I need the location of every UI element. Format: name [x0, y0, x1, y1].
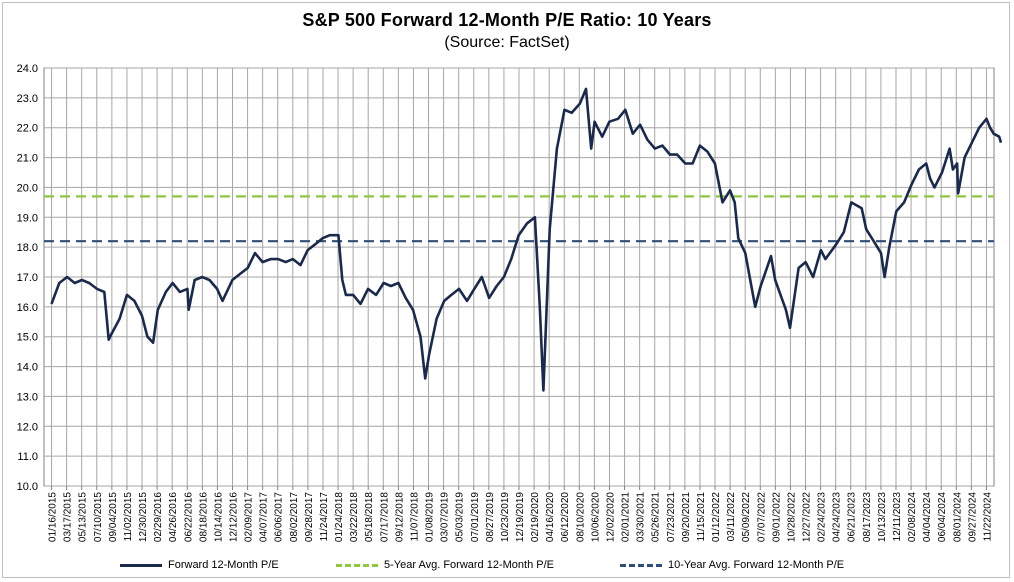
- x-tick-label: 08/01/2024: [952, 492, 963, 542]
- y-tick-label: 23.0: [17, 93, 38, 105]
- x-tick-label: 07/07/2022: [756, 492, 767, 542]
- y-tick-label: 21.0: [17, 153, 38, 165]
- chart-title: S&P 500 Forward 12-Month P/E Ratio: 10 Y…: [302, 10, 712, 30]
- legend-label-5yr-avg: 5-Year Avg. Forward 12-Month P/E: [384, 559, 554, 571]
- x-tick-label: 02/09/2017: [244, 492, 255, 542]
- x-tick-label: 11/24/2017: [319, 492, 330, 542]
- x-tick-label: 01/16/2015: [48, 492, 59, 542]
- legend-swatch-forward-pe: [120, 563, 162, 567]
- x-tick-label: 09/28/2017: [304, 492, 315, 542]
- x-tick-label: 09/27/2024: [967, 492, 978, 542]
- y-tick-label: 24.0: [17, 63, 38, 75]
- y-axis-ticks: 10.0 11.0 12.0 13.0 14.0 15.0 16.0 17.0 18.0 19.0…: [17, 63, 38, 493]
- x-axis-ticks: 01/16/2015 03/17/2015 05/13/2015 07/10/2015…: [48, 492, 994, 542]
- x-tick-label: 06/12/2020: [560, 492, 571, 542]
- x-tick-label: 03/17/2015: [63, 492, 74, 542]
- y-tick-label: 13.0: [17, 391, 38, 403]
- x-tick-label: 08/02/2017: [289, 492, 300, 542]
- y-tick-label: 17.0: [17, 272, 38, 284]
- x-tick-label: 04/24/2023: [832, 492, 843, 542]
- x-tick-label: 11/02/2015: [123, 492, 134, 542]
- x-tick-label: 11/22/2024: [982, 492, 993, 542]
- x-tick-label: 09/12/2018: [394, 492, 405, 542]
- x-tick-label: 12/19/2019: [515, 492, 526, 542]
- y-tick-label: 16.0: [17, 302, 38, 314]
- x-tick-label: 10/13/2023: [877, 492, 888, 542]
- y-tick-label: 19.0: [17, 212, 38, 224]
- x-tick-label: 08/10/2020: [575, 492, 586, 542]
- y-tick-label: 22.0: [17, 123, 38, 135]
- x-tick-label: 12/30/2015: [138, 492, 149, 542]
- x-tick-label: 01/08/2019: [425, 492, 436, 542]
- y-tick-label: 20.0: [17, 182, 38, 194]
- x-tick-label: 08/27/2019: [485, 492, 496, 542]
- x-tick-label: 07/23/2021: [666, 492, 677, 542]
- legend-label-forward-pe: Forward 12-Month P/E: [168, 559, 279, 571]
- x-tick-label: 08/18/2016: [198, 492, 209, 542]
- gridlines: [43, 67, 995, 490]
- x-tick-label: 03/11/2022: [726, 492, 737, 542]
- legend-swatch-10yr-avg: [620, 563, 662, 567]
- x-tick-label: 03/30/2021: [636, 492, 647, 542]
- x-tick-label: 06/21/2023: [847, 492, 858, 542]
- x-tick-label: 03/07/2019: [440, 492, 451, 542]
- x-tick-label: 11/15/2021: [696, 492, 707, 542]
- x-tick-label: 08/17/2023: [862, 492, 873, 542]
- x-tick-label: 04/07/2017: [259, 492, 270, 542]
- chart-subtitle: (Source: FactSet): [444, 34, 570, 51]
- x-tick-label: 04/16/2020: [545, 492, 556, 542]
- x-tick-label: 12/11/2023: [892, 492, 903, 542]
- series-line-forward-pe: [50, 87, 1003, 392]
- legend-item-forward-pe: Forward 12-Month P/E: [120, 556, 279, 574]
- y-tick-label: 12.0: [17, 421, 38, 433]
- x-tick-label: 01/12/2022: [711, 492, 722, 542]
- legend: Forward 12-Month P/E 5-Year Avg. Forward…: [0, 556, 1014, 574]
- x-tick-label: 10/06/2020: [590, 492, 601, 542]
- x-tick-label: 01/24/2018: [334, 492, 345, 542]
- y-tick-label: 11.0: [17, 451, 38, 463]
- x-tick-label: 09/20/2021: [681, 492, 692, 542]
- x-tick-label: 10/14/2016: [213, 492, 224, 542]
- x-tick-label: 04/26/2016: [168, 492, 179, 542]
- x-tick-label: 07/10/2015: [93, 492, 104, 542]
- y-tick-label: 18.0: [17, 242, 38, 254]
- x-tick-label: 05/18/2018: [364, 492, 375, 542]
- x-tick-label: 05/03/2019: [455, 492, 466, 542]
- x-tick-label: 02/24/2023: [817, 492, 828, 542]
- x-tick-label: 11/07/2018: [409, 492, 420, 542]
- x-tick-label: 06/04/2024: [937, 492, 948, 542]
- legend-swatch-5yr-avg: [336, 563, 378, 567]
- x-tick-label: 09/04/2015: [108, 492, 119, 542]
- x-tick-label: 02/29/2016: [153, 492, 164, 542]
- x-tick-label: 02/08/2024: [907, 492, 918, 542]
- y-tick-label: 10.0: [17, 481, 38, 493]
- x-tick-label: 05/13/2015: [78, 492, 89, 542]
- x-tick-label: 02/01/2021: [621, 492, 632, 542]
- x-tick-label: 06/06/2017: [274, 492, 285, 542]
- legend-label-10yr-avg: 10-Year Avg. Forward 12-Month P/E: [668, 559, 845, 571]
- x-tick-label: 12/12/2016: [228, 492, 239, 542]
- x-tick-label: 10/23/2019: [500, 492, 511, 542]
- legend-item-10yr-avg: 10-Year Avg. Forward 12-Month P/E: [620, 556, 844, 574]
- legend-item-5yr-avg: 5-Year Avg. Forward 12-Month P/E: [336, 556, 554, 574]
- y-tick-label: 15.0: [17, 332, 38, 344]
- x-tick-label: 07/01/2019: [470, 492, 481, 542]
- x-tick-label: 12/27/2022: [802, 492, 813, 542]
- x-tick-label: 07/17/2018: [379, 492, 390, 542]
- x-tick-label: 05/09/2022: [741, 492, 752, 542]
- x-tick-label: 06/22/2016: [183, 492, 194, 542]
- y-tick-label: 14.0: [17, 362, 38, 374]
- x-tick-label: 12/02/2020: [605, 492, 616, 542]
- x-tick-label: 04/04/2024: [922, 492, 933, 542]
- x-tick-label: 10/28/2022: [786, 492, 797, 542]
- x-tick-label: 02/19/2020: [530, 492, 541, 542]
- x-tick-label: 05/26/2021: [651, 492, 662, 542]
- x-tick-label: 09/01/2022: [771, 492, 782, 542]
- series-lines: [44, 87, 1003, 392]
- x-tick-label: 03/22/2018: [349, 492, 360, 542]
